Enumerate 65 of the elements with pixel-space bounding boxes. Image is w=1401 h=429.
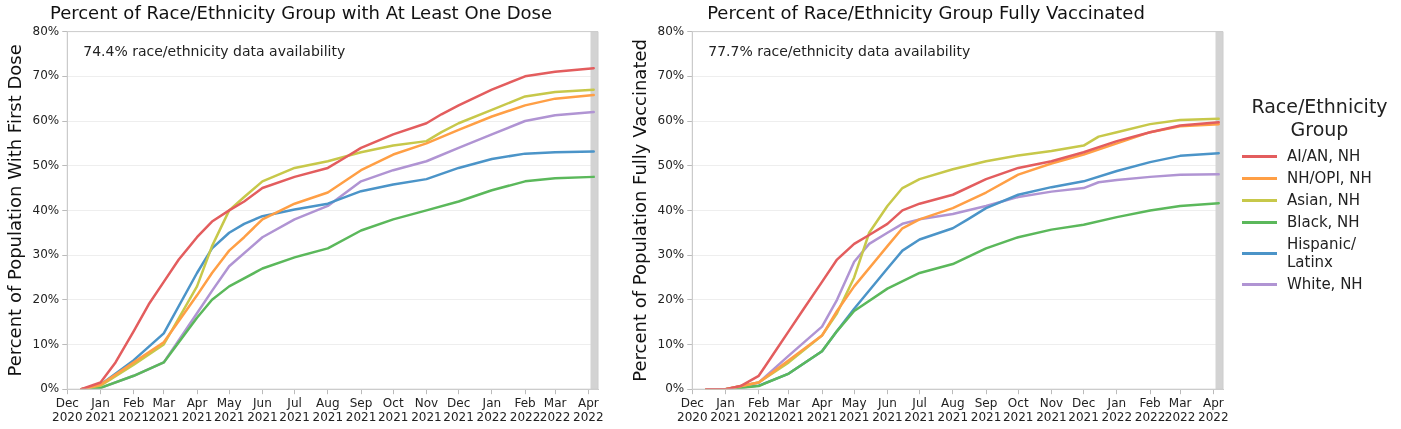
legend-label: Black, NH bbox=[1287, 213, 1361, 231]
x-tick-label: Jun 2021 bbox=[247, 395, 278, 424]
y-tick-label: 10% bbox=[657, 336, 685, 351]
y-tick-label: 40% bbox=[32, 202, 60, 217]
x-tick-label: May 2021 bbox=[838, 395, 870, 424]
x-tick-label: Feb 2022 bbox=[509, 395, 541, 424]
x-tick-label: Apr 2021 bbox=[181, 395, 213, 424]
chart-title: Percent of Race/Ethnicity Group with At Least One Dose bbox=[49, 2, 553, 24]
y-tick-label: 60% bbox=[32, 113, 60, 128]
y-tick-label: 30% bbox=[657, 247, 685, 262]
x-tick-label: Aug 2021 bbox=[312, 395, 344, 424]
x-tick-label: Oct 2021 bbox=[1002, 395, 1034, 424]
y-tick-label: 80% bbox=[32, 23, 60, 38]
x-tick-label: Dec 2020 bbox=[52, 395, 83, 424]
legend-label: AI/AN, NH bbox=[1287, 147, 1362, 165]
y-tick-label: 20% bbox=[32, 291, 60, 306]
x-tick-label: Feb 2021 bbox=[118, 395, 150, 424]
y-tick-label: 60% bbox=[657, 113, 685, 128]
x-tick-label: Jan 2021 bbox=[85, 395, 116, 424]
x-tick-label: Apr 2021 bbox=[806, 395, 838, 424]
x-tick-label: Jul 2021 bbox=[279, 395, 310, 424]
x-tick-label: Mar 2021 bbox=[773, 395, 805, 424]
x-tick-label: Oct 2021 bbox=[377, 395, 409, 424]
x-tick-label: Dec 2021 bbox=[443, 395, 474, 424]
x-tick-label: Jul 2021 bbox=[904, 395, 935, 424]
legend-title: Race/Ethnicity Group bbox=[1250, 95, 1389, 141]
legend-label: NH/OPI, NH bbox=[1287, 169, 1373, 187]
y-axis-title: Percent of Population With First Dose bbox=[4, 44, 26, 377]
y-tick-label: 30% bbox=[32, 247, 60, 262]
y-tick-label: 50% bbox=[32, 157, 60, 172]
y-tick-label: 80% bbox=[657, 23, 685, 38]
x-tick-label: Nov 2021 bbox=[1036, 395, 1067, 424]
x-tick-label: Feb 2021 bbox=[743, 395, 775, 424]
x-tick-label: Feb 2022 bbox=[1134, 395, 1166, 424]
x-tick-label: Mar 2022 bbox=[1164, 395, 1196, 424]
x-tick-label: Jan 2022 bbox=[1101, 395, 1133, 424]
x-tick-label: May 2021 bbox=[213, 395, 245, 424]
y-tick-label: 40% bbox=[657, 202, 685, 217]
x-tick-label: Aug 2021 bbox=[937, 395, 969, 424]
y-tick-label: 0% bbox=[665, 381, 685, 396]
x-tick-label: Apr 2022 bbox=[573, 395, 604, 424]
annotation: 74.4% race/ethnicity data availability bbox=[83, 43, 346, 60]
y-tick-label: 20% bbox=[657, 291, 685, 306]
x-tick-label: Jan 2022 bbox=[476, 395, 508, 424]
legend-label: Asian, NH bbox=[1287, 191, 1361, 209]
x-tick-label: Mar 2021 bbox=[148, 395, 180, 424]
y-tick-label: 70% bbox=[657, 68, 685, 83]
x-tick-label: Nov 2021 bbox=[411, 395, 442, 424]
x-tick-label: Apr 2022 bbox=[1198, 395, 1229, 424]
legend-label: Hispanic/ Latinx bbox=[1287, 235, 1357, 271]
y-tick-label: 0% bbox=[40, 381, 60, 396]
y-tick-label: 10% bbox=[32, 336, 60, 351]
x-tick-label: Jan 2021 bbox=[710, 395, 741, 424]
chart-title: Percent of Race/Ethnicity Group Fully Vaccinated bbox=[707, 2, 1145, 24]
x-tick-label: Dec 2020 bbox=[677, 395, 708, 424]
x-tick-label: Jun 2021 bbox=[872, 395, 903, 424]
x-tick-label: Sep 2021 bbox=[970, 395, 1002, 424]
y-axis-title: Percent of Population Fully Vaccinated bbox=[629, 39, 651, 382]
x-tick-label: Dec 2021 bbox=[1068, 395, 1099, 424]
y-tick-label: 50% bbox=[657, 157, 685, 172]
x-tick-label: Mar 2022 bbox=[539, 395, 571, 424]
y-tick-label: 70% bbox=[32, 68, 60, 83]
x-tick-label: Sep 2021 bbox=[345, 395, 377, 424]
annotation: 77.7% race/ethnicity data availability bbox=[708, 43, 971, 60]
legend-label: White, NH bbox=[1287, 275, 1364, 293]
